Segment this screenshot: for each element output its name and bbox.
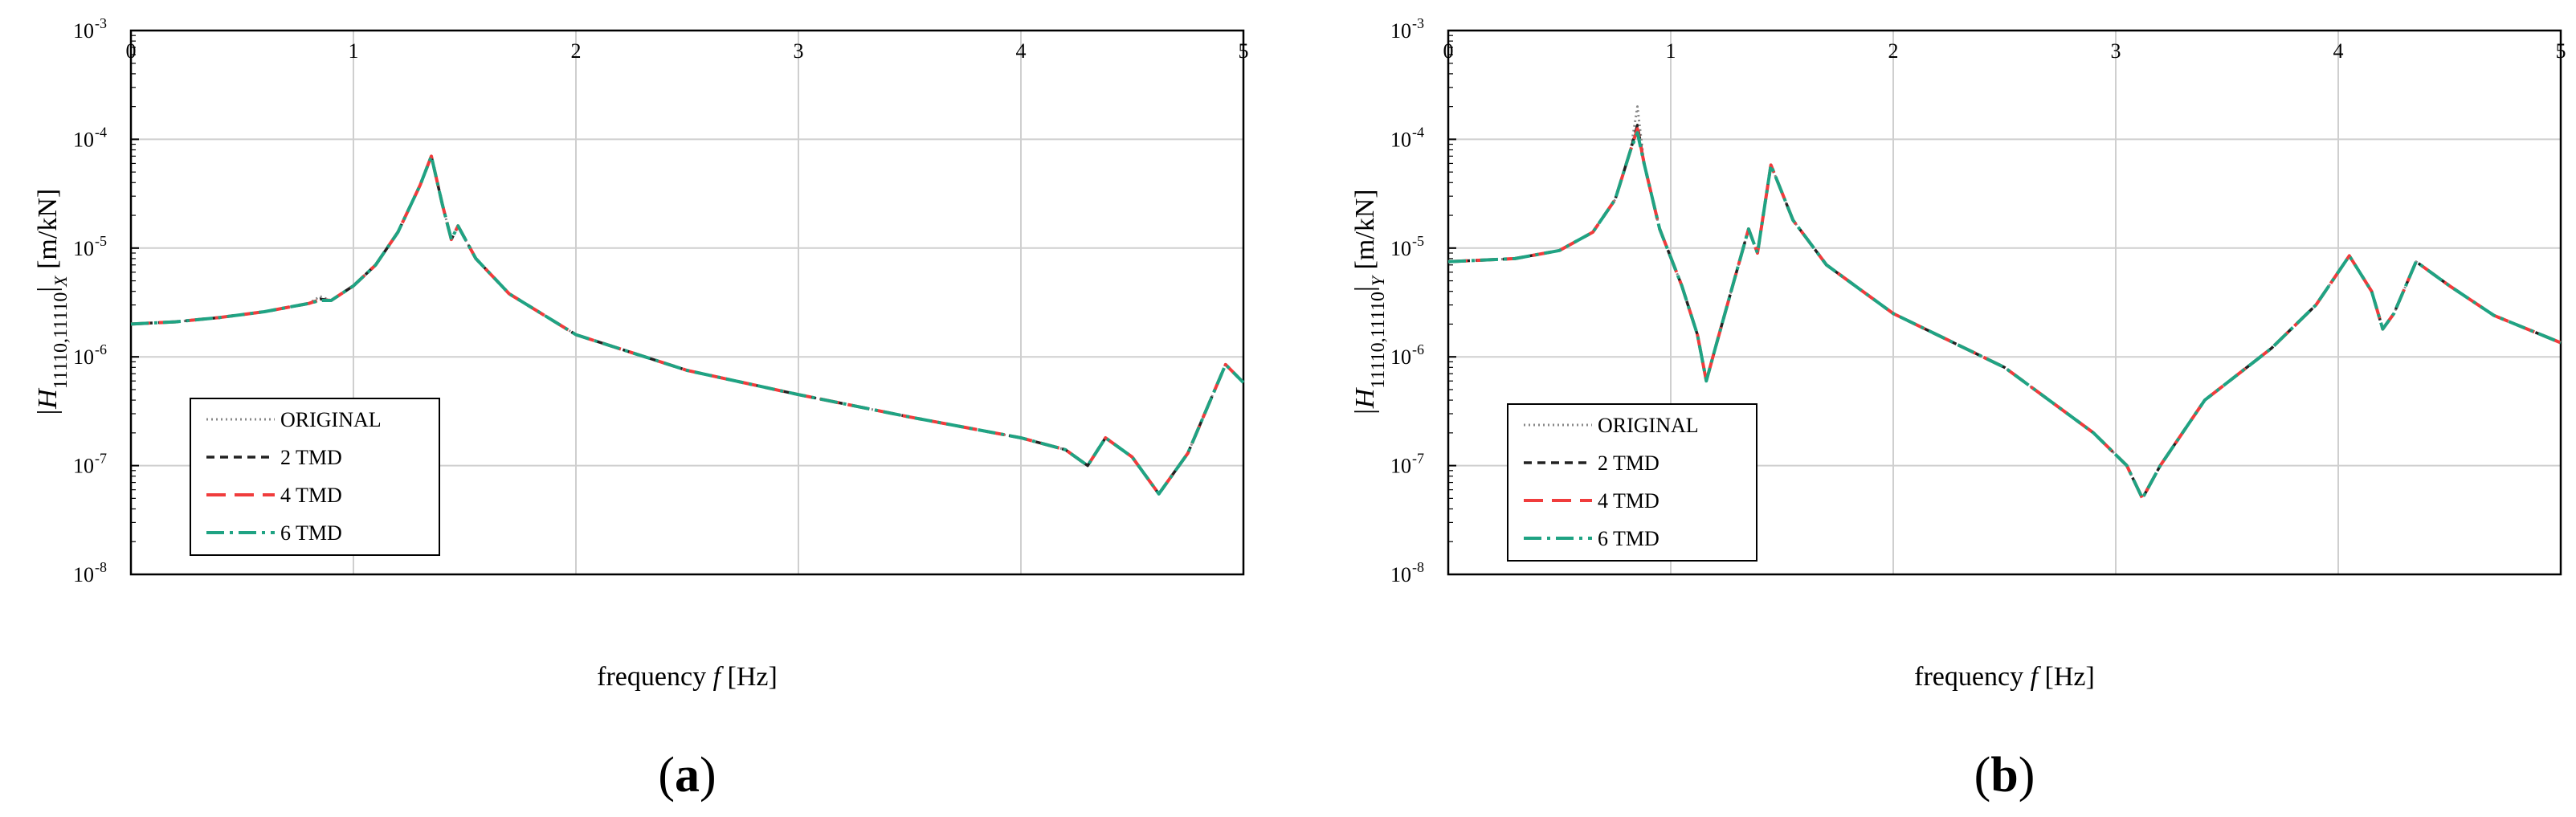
legend-box [190, 398, 440, 556]
x-axis-label: frequency f [Hz] [1914, 662, 2095, 692]
panel-label-part: ) [700, 748, 716, 803]
y-tick-label: 10 [1390, 128, 1411, 151]
legend-label: 2 TMD [280, 446, 342, 469]
y-tick-exponent: -6 [95, 341, 107, 357]
y-tick-exponent: -6 [1412, 341, 1424, 357]
panel-label: (a) [658, 748, 716, 803]
x-axis-label: frequency f [Hz] [597, 662, 778, 692]
y-tick-exponent: -4 [1412, 124, 1424, 140]
y-tick-label: 10 [73, 455, 94, 478]
chart-panel-b: 0 1 2 3 4 510-310-410-510-610-710 -8ORIGINAL2 … [1350, 15, 2566, 803]
y-tick-label: 10 [73, 128, 94, 151]
x-axis-label-part: [Hz] [721, 662, 778, 692]
legend-label: 2 TMD [1598, 451, 1659, 475]
y-tick-label: 10 [73, 19, 94, 43]
y-tick-label: 10 [73, 237, 94, 260]
y-axis-label-unit: [m/kN] [33, 189, 63, 276]
x-axis-label-part: [Hz] [2038, 662, 2095, 692]
plot-frame [129, 29, 1245, 576]
x-tick-label: 2 [571, 39, 582, 63]
y-tick-exponent: -8 [1412, 559, 1424, 575]
x-tick-label: 4 [1016, 39, 1027, 63]
y-tick-exponent: -3 [95, 15, 107, 31]
y-tick-label: 10 [73, 563, 94, 586]
y-tick-label: 10 [1390, 19, 1411, 43]
x-tick-label: 3 [794, 39, 804, 63]
series-line-6-tmd [1447, 131, 2562, 500]
x-axis-label-part: frequency [597, 662, 712, 692]
y-tick-exponent: -4 [95, 124, 107, 140]
y-tick-label: 10 [1390, 345, 1411, 369]
series-line-4-tmd [130, 154, 1245, 496]
legend: ORIGINAL 2 TMD 4 TMD 6 TMD [1507, 403, 1757, 562]
y-tick-exponent: -5 [1412, 233, 1424, 249]
y-axis-label-direction: X [51, 275, 71, 288]
legend-label: ORIGINAL [1598, 414, 1699, 437]
y-axis-label-bar: | [33, 287, 63, 292]
y-axis-label-subscript: 11110,11110 [1368, 292, 1389, 389]
legend-box [1507, 403, 1757, 562]
y-tick-label: 10 [1390, 455, 1411, 478]
plot-frame [1447, 29, 2562, 576]
y-axis-label-subscript: 11110,11110 [51, 292, 71, 390]
x-tick-label: 3 [2111, 39, 2121, 63]
legend-label: 4 TMD [280, 484, 342, 507]
y-tick-label: 10 [1390, 563, 1411, 586]
y-tick-exponent: -8 [95, 559, 107, 575]
y-axis-label-unit: [m/kN] [1350, 189, 1380, 276]
panel-label-part: b [1990, 748, 2018, 803]
panel-label-part: ( [1974, 748, 1991, 803]
y-tick-exponent: -5 [95, 233, 107, 249]
y-axis-label-symbol: |H [1350, 386, 1380, 415]
legend-label: 6 TMD [1598, 527, 1659, 550]
x-tick-label: 2 [1888, 39, 1899, 63]
x-tick-label: 1 [349, 39, 359, 63]
y-axis-label: |H11110,11110|X [m/kN] [33, 189, 71, 416]
y-axis-label: |H11110,11110|Y [m/kN] [1350, 189, 1389, 415]
y-axis-label-bar: | [1350, 286, 1380, 292]
panel-label: (b) [1974, 748, 2035, 803]
y-tick-exponent: -7 [1412, 451, 1424, 467]
x-tick-label: 1 [1666, 39, 1676, 63]
y-axis-label-direction: Y [1368, 274, 1388, 286]
legend-label: 4 TMD [1598, 489, 1659, 513]
panel-label-part: a [675, 748, 700, 803]
y-tick-exponent: -7 [95, 451, 107, 467]
y-tick-label: 10 [1390, 237, 1411, 260]
panel-label-part: ( [658, 748, 675, 803]
panel-label-part: ) [2019, 748, 2035, 803]
y-axis-label-symbol: |H [33, 387, 63, 416]
chart-panel-a: 0 1 2 3 4 510-310-410-510-610-710 -8ORIGINAL2 … [33, 15, 1249, 803]
x-tick-label: 4 [2333, 39, 2344, 63]
x-axis-label-part: frequency [1914, 662, 2030, 692]
legend-label: ORIGINAL [280, 408, 382, 431]
legend-label: 6 TMD [280, 521, 342, 545]
legend: ORIGINAL 2 TMD 4 TMD 6 TMD [190, 398, 440, 556]
y-tick-label: 10 [73, 345, 94, 369]
y-tick-exponent: -3 [1412, 15, 1424, 31]
